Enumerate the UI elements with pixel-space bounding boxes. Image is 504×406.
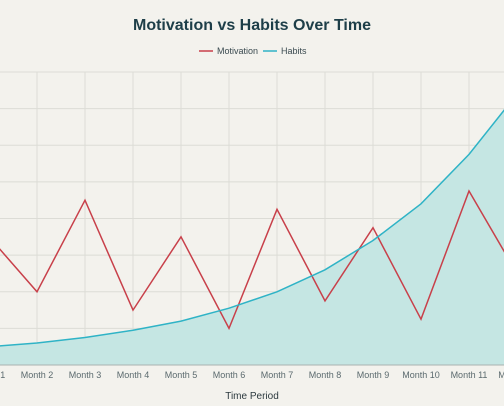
x-axis-title: Time Period <box>225 391 279 402</box>
habits-area-fill <box>0 110 504 365</box>
x-tick-label: Month 11 <box>451 370 488 380</box>
x-tick-label: Month 9 <box>357 370 390 380</box>
x-tick-label: Month 4 <box>117 370 150 380</box>
x-tick-label: Month 2 <box>21 370 54 380</box>
gridlines <box>0 71 504 365</box>
x-tick-label: Month 1 <box>0 370 5 380</box>
x-tick-label: Month 3 <box>69 370 102 380</box>
habits-series-line <box>0 109 504 347</box>
x-tick-label: Month 7 <box>261 370 294 380</box>
legend: Motivation Habits <box>199 46 307 56</box>
legend-label-motivation: Motivation <box>217 46 258 56</box>
motivation-series-line <box>0 189 504 331</box>
x-tick-label: Month 12 <box>498 370 504 380</box>
x-tick-labels: Month 1 Month 2 Month 3 Month 4 Month 5 Month… <box>0 370 504 380</box>
x-tick-label: Month 5 <box>165 370 198 380</box>
legend-label-habits: Habits <box>281 46 307 56</box>
x-tick-label: Month 6 <box>213 370 246 380</box>
chart-title: Motivation vs Habits Over Time <box>133 17 371 34</box>
x-tick-label: Month 10 <box>402 370 440 380</box>
x-tick-label: Month 8 <box>309 370 342 380</box>
